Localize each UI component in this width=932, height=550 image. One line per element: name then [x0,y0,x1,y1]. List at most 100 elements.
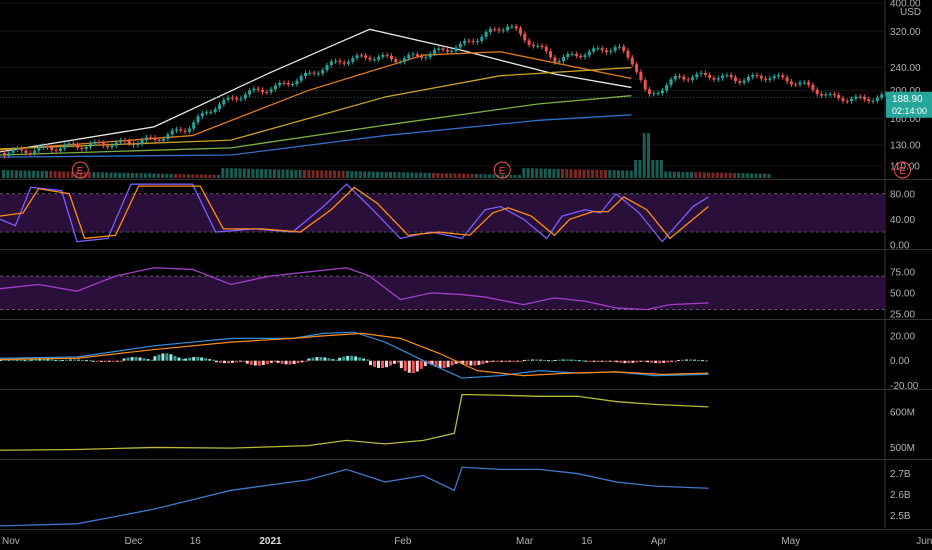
candle-body [734,77,737,82]
volume-bar [320,170,324,178]
volume-bar [186,174,190,178]
macd-histogram-bar [215,360,218,363]
volume-bar [358,171,362,178]
volume-bar [380,171,384,178]
volume-bar [500,174,504,178]
macd-histogram-bar [369,360,372,366]
x-axis-label: Feb [394,536,412,547]
candle-body [832,94,836,96]
macd-histogram-bar [115,360,119,362]
candle-body [703,73,707,75]
volume-bar [694,172,698,178]
macd-histogram-bar [335,359,339,361]
candle-body [695,74,699,78]
candle-body [738,81,742,83]
macd-histogram-bar [662,360,666,363]
candle-body [398,61,402,63]
volume-bar [526,168,530,178]
macd-histogram-bar [173,355,177,361]
band-fill [0,193,885,233]
earnings-marker [493,161,511,179]
candle-body [192,122,196,129]
volume-bar [599,169,603,178]
volume-bar [182,174,186,178]
candle-body [37,147,41,151]
volume-bar [573,169,577,178]
volume-bar [307,170,311,178]
candle-body [209,111,213,113]
candle-body [781,75,785,78]
volume-bar [57,171,61,178]
candle-body [428,53,432,58]
candle-body [140,140,144,144]
macd-histogram-bar [539,359,542,361]
candle-body [325,65,329,71]
macd-histogram-bar [551,360,554,362]
candle-body [437,48,441,50]
macd-histogram-bar [623,360,627,364]
macd-histogram-bar [212,359,216,361]
candle-body [746,77,750,81]
candle-body [824,94,828,96]
macd-histogram-bar [7,359,11,361]
price-tick-label: 240.00 [890,63,921,74]
macd-histogram-bar [670,360,674,362]
volume-bar [363,171,367,178]
macd-histogram-bar [619,360,623,363]
candle-body [587,51,591,56]
candle-body [119,140,123,143]
macd-histogram-bar [461,360,465,364]
candle-body [807,82,811,85]
macd-histogram-bar [705,360,708,362]
candle-body [407,54,411,59]
candle-body [411,54,415,56]
candle-body [867,99,871,102]
x-axis-label: Dec [125,536,143,547]
candle-body [256,88,260,90]
macd-histogram-bar [323,357,327,361]
indicator-b-tick-label: 2.5B [890,511,911,522]
volume-bar [19,170,23,178]
candle-body [282,82,286,84]
volume-bar [724,172,728,178]
volume-bar [393,172,397,178]
last-price-value: 188.90 [892,94,923,105]
volume-bar [165,173,169,178]
candle-body [635,64,639,72]
macd-histogram-bar [500,360,504,362]
volume-bar [728,172,732,178]
macd-histogram-bar [81,359,84,361]
candle-body [493,29,497,31]
macd-tick-label: -20.00 [890,381,919,392]
macd-histogram-bar [399,360,403,369]
candle-body [772,76,776,79]
macd-histogram-bar [565,359,569,361]
volume-bar [152,173,156,178]
macd-histogram-bar [288,360,292,365]
volume-bar [199,174,203,178]
moving-average-line [0,95,632,156]
volume-bar [53,171,57,178]
candle-body [445,49,449,52]
macd-histogram-bar [654,360,658,364]
candle-body [725,75,729,77]
candle-body [583,55,587,58]
candle-body [527,40,531,45]
candle-body [54,150,58,152]
volume-bar [440,173,444,178]
candle-body [820,94,823,96]
candle-body [153,137,157,140]
volume-bar [479,174,483,178]
volume-bar [2,170,5,178]
candle-body [114,142,118,146]
macd-histogram-bar [227,360,230,364]
volume-bar [462,173,466,178]
volume-bar [677,171,681,178]
volume-bar [698,172,702,178]
volume-bar [634,160,638,178]
macd-histogram-bar [658,360,662,364]
earnings-marker-label: E [77,166,84,177]
candle-body [768,78,772,80]
